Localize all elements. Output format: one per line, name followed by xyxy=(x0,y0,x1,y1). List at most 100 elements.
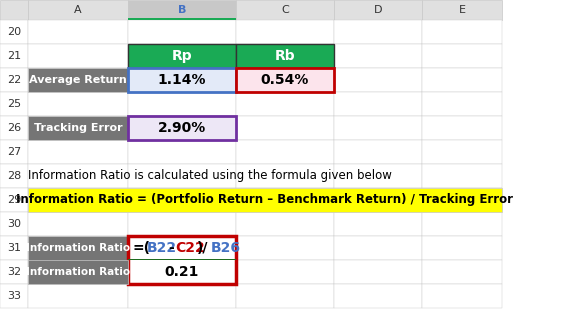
Text: 2.90%: 2.90% xyxy=(158,121,206,135)
Bar xyxy=(0,236,28,260)
Text: B22: B22 xyxy=(147,241,177,255)
Bar xyxy=(422,68,502,92)
Text: Information Ratio is calculated using the formula given below: Information Ratio is calculated using th… xyxy=(28,169,392,182)
Bar xyxy=(128,164,236,188)
Bar xyxy=(334,212,422,236)
Bar xyxy=(0,260,28,284)
Bar xyxy=(236,284,334,308)
Bar xyxy=(0,0,28,20)
Text: C22: C22 xyxy=(175,241,205,255)
Text: Tracking Error: Tracking Error xyxy=(34,123,122,133)
Bar xyxy=(236,212,334,236)
Text: 27: 27 xyxy=(7,147,21,157)
Text: 1.14%: 1.14% xyxy=(158,73,206,87)
Text: 26: 26 xyxy=(7,123,21,133)
Bar xyxy=(236,260,334,284)
Bar xyxy=(128,44,236,68)
Bar xyxy=(236,20,334,44)
Bar xyxy=(236,188,334,212)
Bar xyxy=(128,140,236,164)
Bar xyxy=(28,0,128,20)
Bar xyxy=(128,236,236,284)
Bar xyxy=(334,236,422,260)
Bar xyxy=(28,20,128,44)
Bar xyxy=(422,140,502,164)
Bar xyxy=(128,18,236,20)
Bar xyxy=(128,68,236,92)
Bar xyxy=(0,20,28,44)
Bar xyxy=(28,116,128,140)
Bar xyxy=(128,188,236,212)
Text: 0.54%: 0.54% xyxy=(261,73,309,87)
Bar xyxy=(334,68,422,92)
Text: Average Return: Average Return xyxy=(29,75,127,85)
Text: 32: 32 xyxy=(7,267,21,277)
Text: =(: =( xyxy=(132,241,150,255)
Bar xyxy=(128,284,236,308)
Bar xyxy=(334,92,422,116)
Bar xyxy=(334,20,422,44)
Text: E: E xyxy=(458,5,466,15)
Text: -: - xyxy=(168,241,174,255)
Bar xyxy=(236,140,334,164)
Bar xyxy=(236,68,334,92)
Bar xyxy=(334,44,422,68)
Bar xyxy=(0,116,28,140)
Bar xyxy=(334,116,422,140)
Text: Information Ratio = (Portfolio Return – Benchmark Return) / Tracking Error: Information Ratio = (Portfolio Return – … xyxy=(17,193,513,206)
Bar xyxy=(28,164,128,188)
Text: 31: 31 xyxy=(7,243,21,253)
Bar xyxy=(28,68,128,92)
Text: Formula: Formula xyxy=(54,267,102,277)
Bar xyxy=(422,212,502,236)
Text: B26: B26 xyxy=(211,241,241,255)
Bar xyxy=(28,236,128,284)
Text: D: D xyxy=(374,5,382,15)
Bar xyxy=(28,236,128,260)
Bar xyxy=(422,236,502,260)
Bar xyxy=(334,284,422,308)
Bar xyxy=(334,164,422,188)
Bar xyxy=(422,188,502,212)
Text: 33: 33 xyxy=(7,291,21,301)
Text: 0.21: 0.21 xyxy=(165,265,199,279)
Bar xyxy=(128,92,236,116)
Text: 20: 20 xyxy=(7,27,21,37)
Bar xyxy=(28,212,128,236)
Bar xyxy=(334,140,422,164)
Bar xyxy=(28,140,128,164)
Bar xyxy=(422,20,502,44)
Text: Information Ratio: Information Ratio xyxy=(26,267,130,277)
Bar xyxy=(0,44,28,68)
Bar xyxy=(334,260,422,284)
Bar xyxy=(0,284,28,308)
Bar xyxy=(236,44,334,68)
Bar xyxy=(28,68,128,92)
Bar xyxy=(28,284,128,308)
Bar xyxy=(334,188,422,212)
Bar xyxy=(422,116,502,140)
Bar xyxy=(236,44,334,68)
Bar xyxy=(236,164,334,188)
Bar xyxy=(422,164,502,188)
Text: 22: 22 xyxy=(7,75,21,85)
Text: A: A xyxy=(74,5,82,15)
Bar xyxy=(128,212,236,236)
Bar xyxy=(0,140,28,164)
Text: 30: 30 xyxy=(7,219,21,229)
Bar xyxy=(28,260,128,284)
Bar xyxy=(28,188,502,212)
Bar xyxy=(128,116,236,140)
Bar xyxy=(28,116,128,140)
Bar xyxy=(0,188,28,212)
Text: )/: )/ xyxy=(197,241,208,255)
Bar xyxy=(422,284,502,308)
Bar xyxy=(128,236,236,260)
Bar xyxy=(422,260,502,284)
Bar xyxy=(28,92,128,116)
Bar xyxy=(28,44,128,68)
Bar xyxy=(422,0,502,20)
Text: 29: 29 xyxy=(7,195,21,205)
Bar xyxy=(236,68,334,92)
Bar xyxy=(422,92,502,116)
